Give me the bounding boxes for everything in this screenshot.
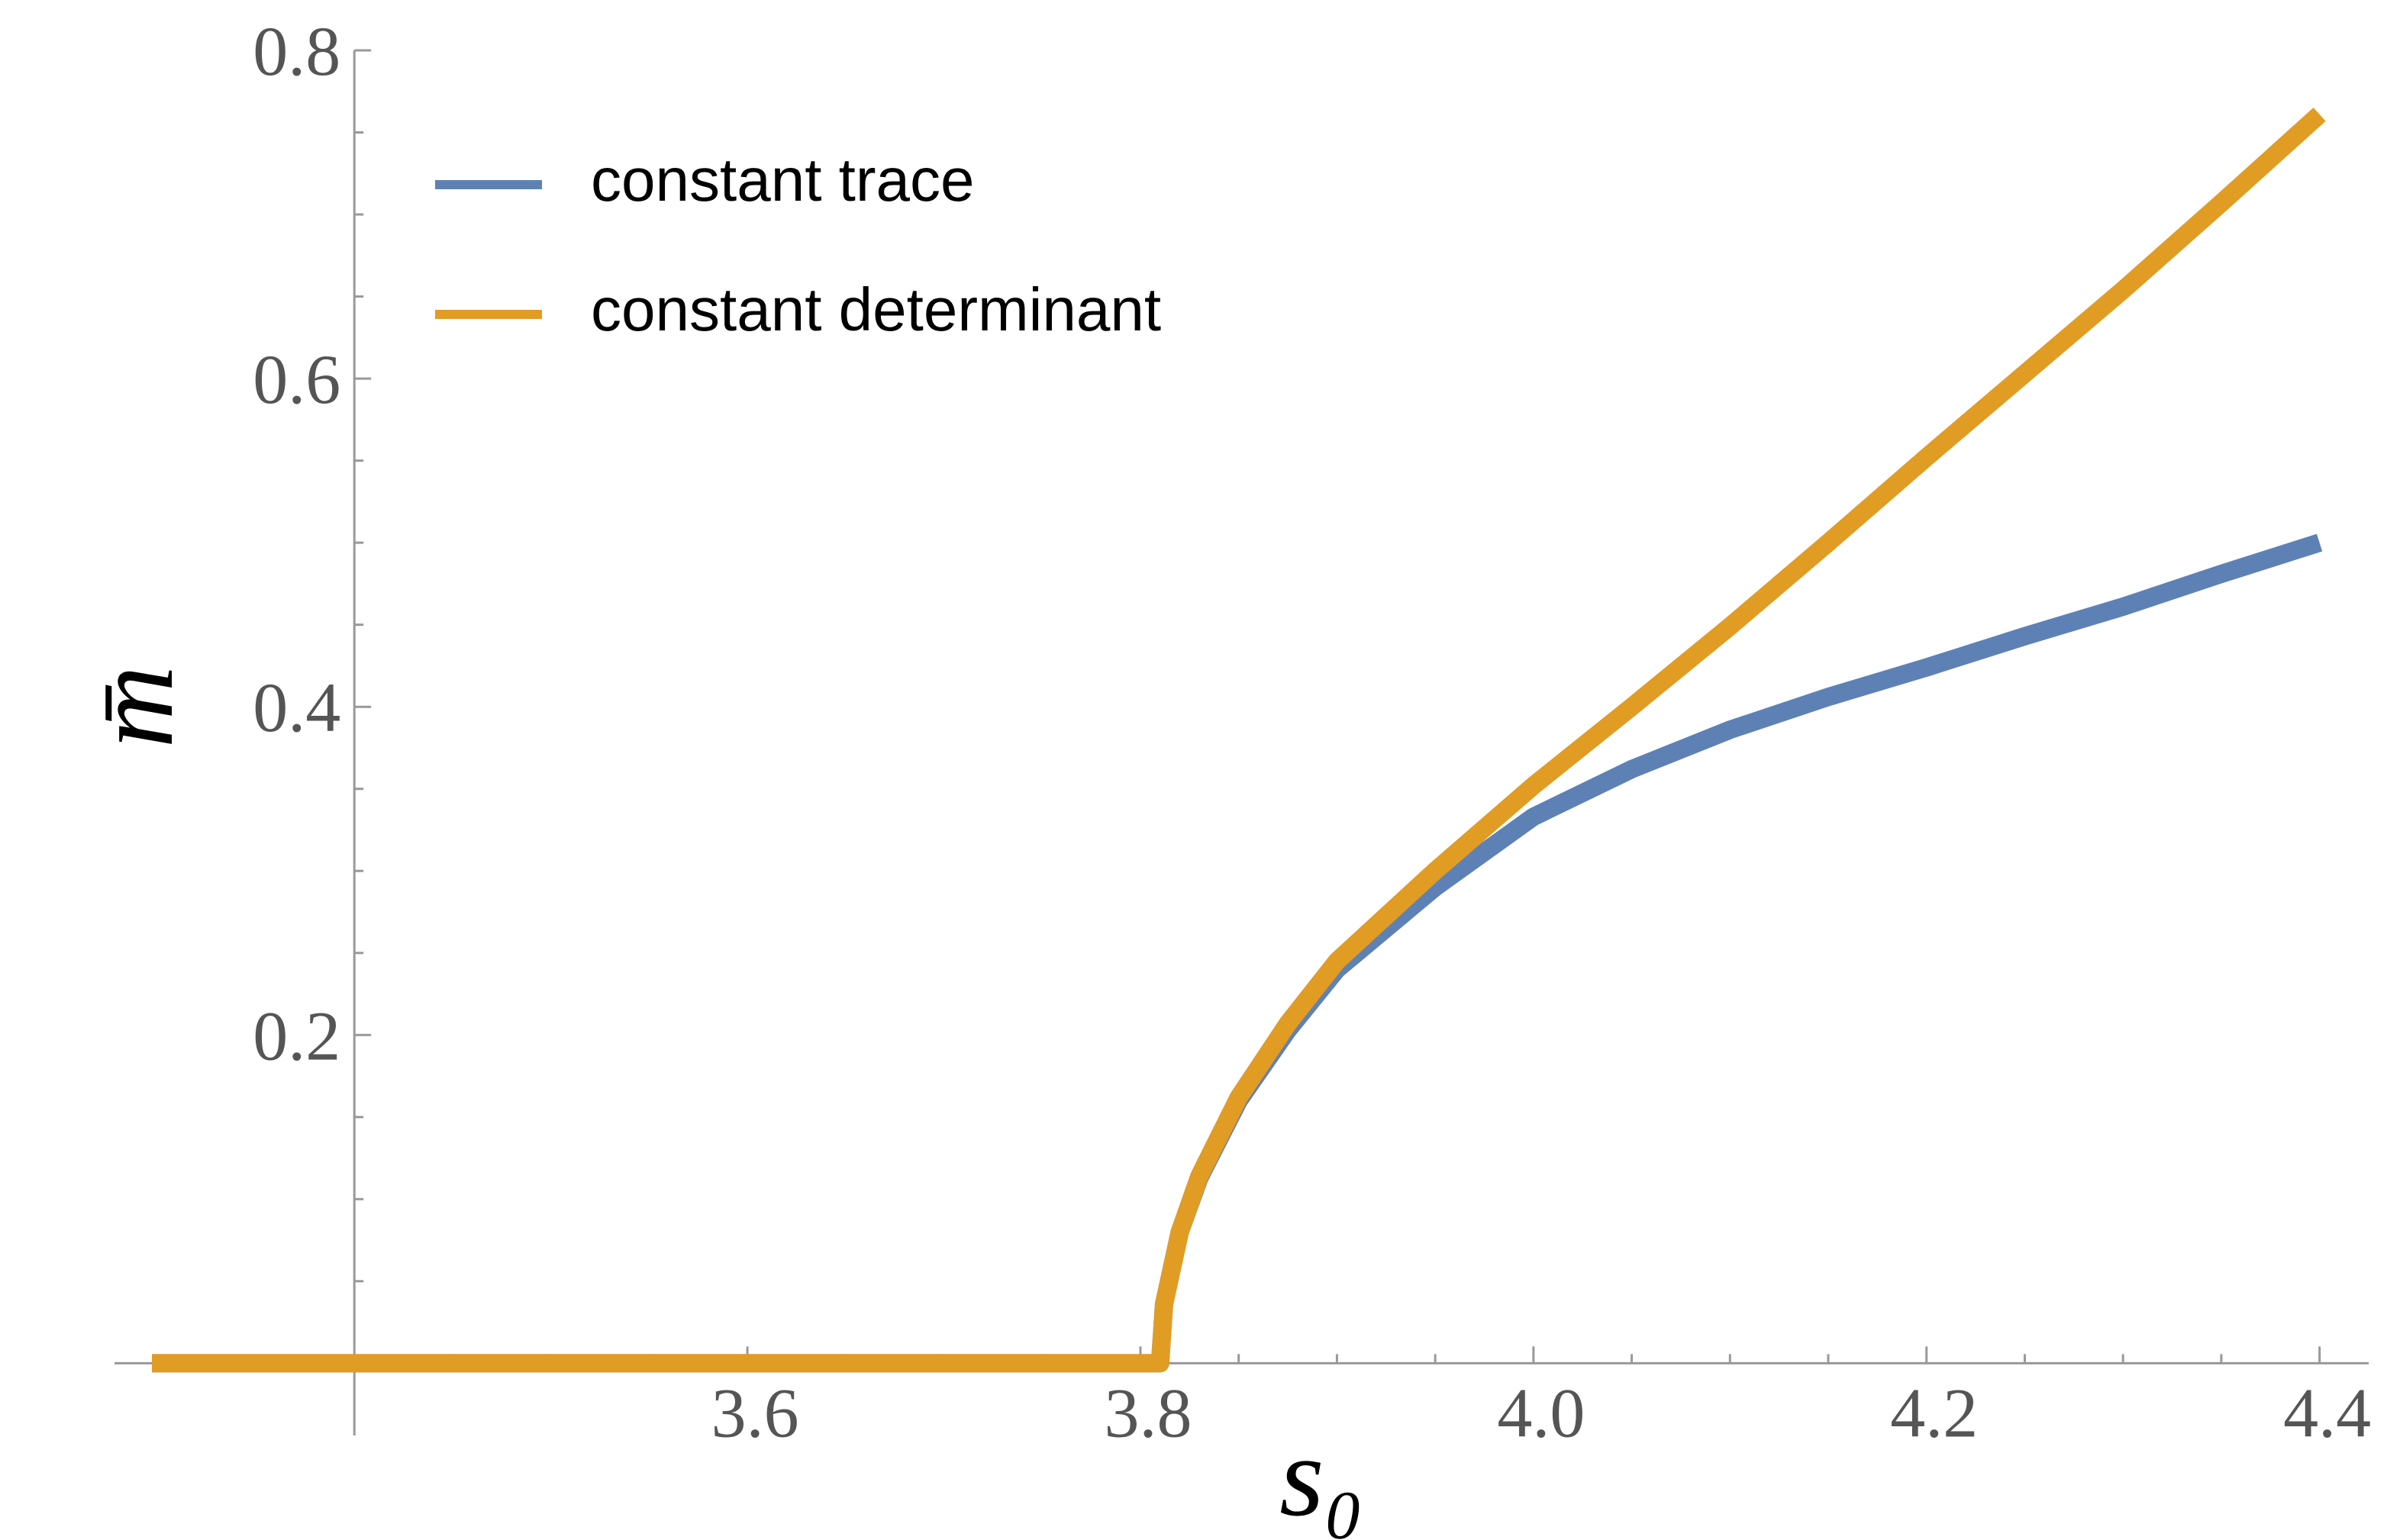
x-tick-label: 4.0 (1497, 1374, 1585, 1451)
series-line (152, 107, 2326, 1373)
y-tick-label: 0.2 (253, 997, 340, 1074)
legend-label: constant trace (591, 146, 975, 214)
y-tick-label: 0.4 (253, 669, 340, 746)
y-tick-label: 0.6 (253, 340, 340, 418)
y-axis-label: m̄ (70, 665, 197, 748)
x-tick-label: 3.6 (711, 1374, 799, 1451)
y-tick-label: 0.8 (253, 12, 340, 90)
x-tick-label: 3.8 (1104, 1374, 1192, 1451)
x-tick-label: 4.4 (2283, 1374, 2371, 1451)
series-line (152, 533, 2323, 1373)
legend-label: constant determinant (591, 275, 1161, 343)
x-axis-label: s₀ (1279, 1413, 1364, 1540)
x-tick-label: 4.2 (1890, 1374, 1978, 1451)
